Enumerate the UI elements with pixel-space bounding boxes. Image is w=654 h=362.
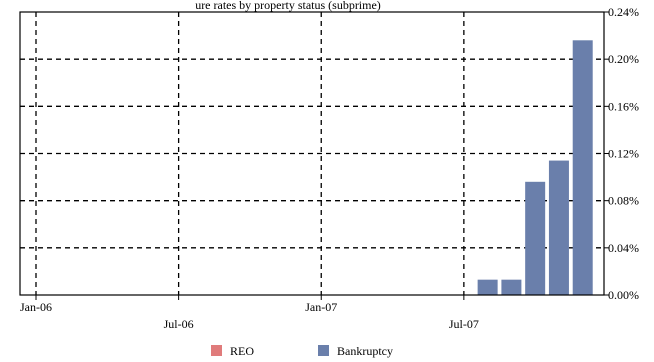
- legend-item: REO: [211, 344, 254, 358]
- x-tick-label: Jan-07: [305, 300, 337, 314]
- y-tick-label: 0.04%: [608, 241, 639, 255]
- y-tick-label: 0.20%: [608, 52, 639, 66]
- legend: REO Bankruptcy: [211, 344, 393, 358]
- bars: [477, 40, 593, 295]
- x-tick-label: Jul-06: [164, 317, 194, 331]
- bar: [477, 279, 498, 295]
- y-tick-label: 0.16%: [608, 99, 639, 113]
- legend-swatch: [318, 345, 329, 356]
- legend-swatch: [211, 345, 222, 356]
- y-tick-label: 0.12%: [608, 147, 639, 161]
- bar: [548, 160, 569, 295]
- bar: [501, 279, 522, 295]
- x-axis: Jan-06 Jul-06 Jan-07 Jul-07: [20, 295, 479, 331]
- legend-item: Bankruptcy: [318, 344, 393, 358]
- y-tick-label: 0.08%: [608, 194, 639, 208]
- legend-label: REO: [230, 344, 254, 358]
- y-tick-label: 0.00%: [608, 288, 639, 302]
- chart-title: ure rates by property status (subprime): [195, 0, 381, 12]
- grid: [20, 12, 604, 295]
- bar: [572, 40, 593, 295]
- legend-label: Bankruptcy: [337, 344, 393, 358]
- x-tick-label: Jul-07: [449, 317, 479, 331]
- bar: [525, 181, 546, 295]
- y-axis: 0.00% 0.04% 0.08% 0.12% 0.16% 0.20% 0.24%: [604, 5, 639, 302]
- y-tick-label: 0.24%: [608, 5, 639, 19]
- x-tick-label: Jan-06: [20, 300, 52, 314]
